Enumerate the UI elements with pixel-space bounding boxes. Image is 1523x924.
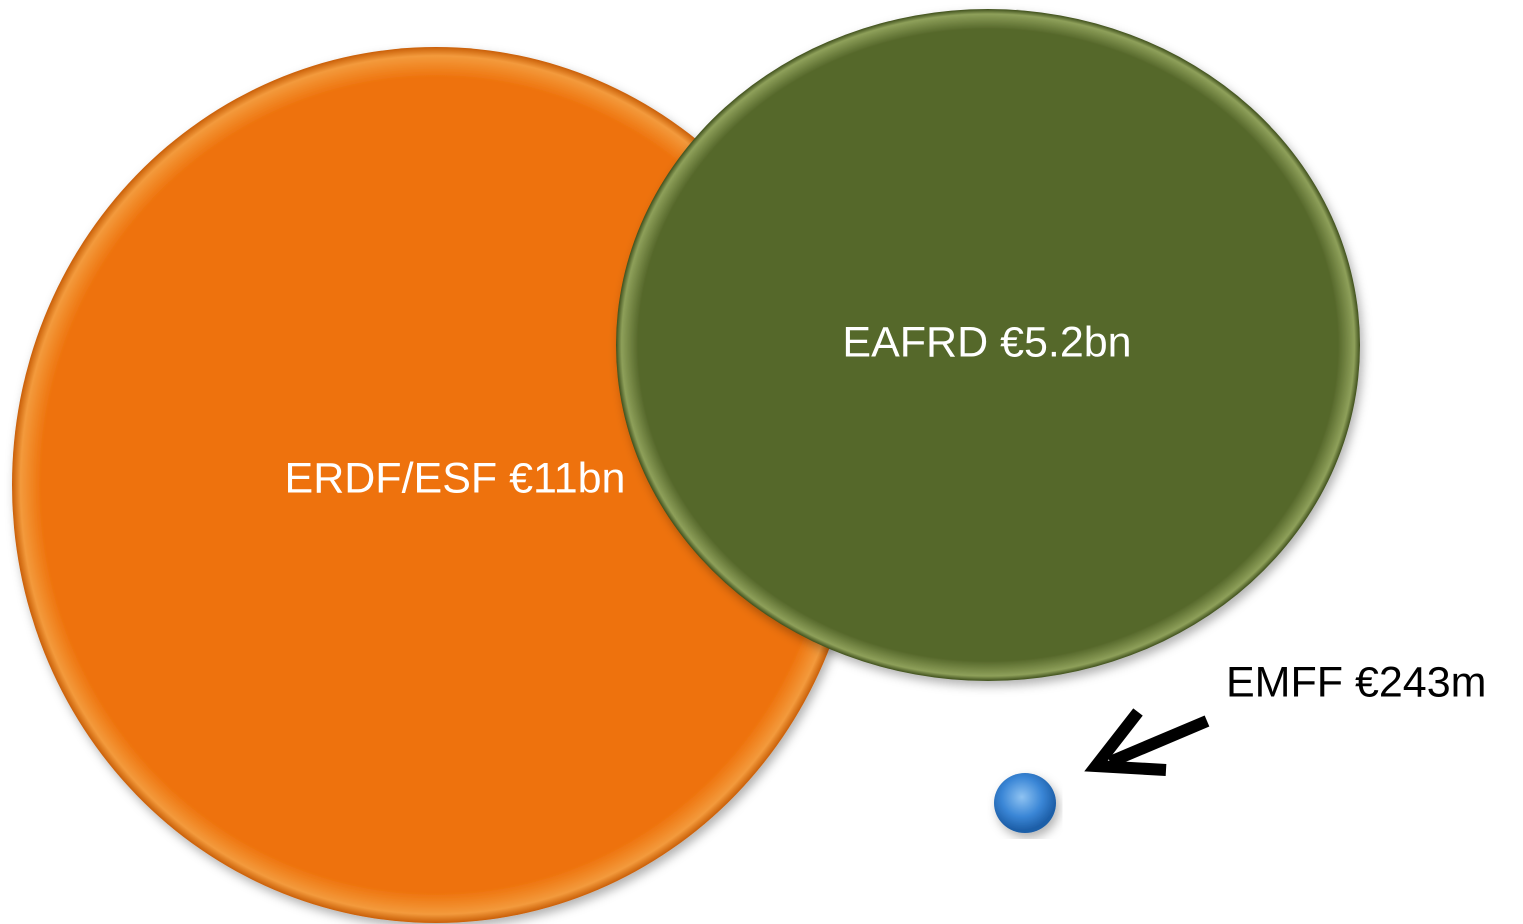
- arrow: [1084, 708, 1210, 776]
- node-label: EAFRD €5.2bn: [842, 318, 1131, 366]
- eafrd-circle: [616, 9, 1360, 681]
- arrow-head: [1084, 708, 1167, 776]
- arrow-shaft: [1107, 715, 1210, 768]
- emff-circle: [994, 773, 1056, 833]
- node-label: ERDF/ESF €11bn: [285, 454, 626, 502]
- node-label: EMFF €243m: [1226, 658, 1486, 706]
